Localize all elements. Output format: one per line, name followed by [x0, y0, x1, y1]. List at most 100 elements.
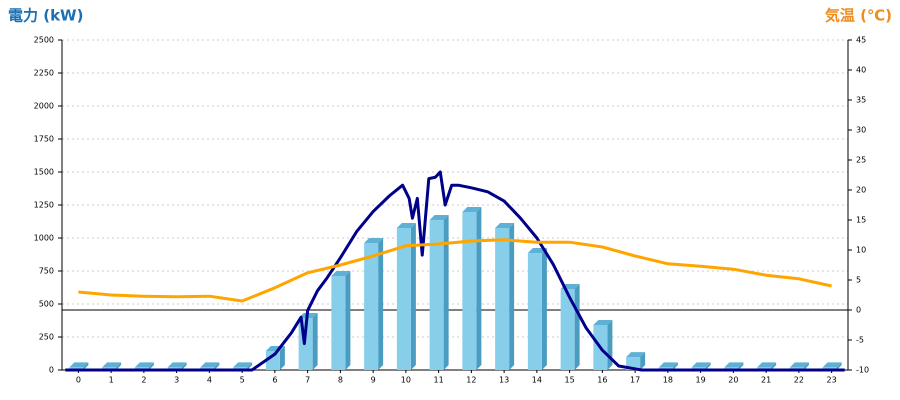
bar-side	[509, 222, 515, 370]
x-tick-label: 4	[207, 376, 212, 385]
x-tick-label: 8	[338, 376, 343, 385]
x-tick-label: 17	[630, 376, 640, 385]
bar	[560, 288, 575, 370]
bar-top	[462, 206, 482, 212]
y2-tick-label: 30	[856, 126, 866, 135]
y-tick-label: 1250	[34, 201, 54, 210]
bar-top	[69, 362, 89, 368]
bar-top	[102, 362, 122, 368]
bar-side	[771, 362, 777, 370]
y-tick-label: 2000	[34, 102, 54, 111]
x-tick-label: 1	[109, 376, 114, 385]
bar-side	[672, 362, 678, 370]
bar-side	[83, 362, 89, 370]
x-tick-label: 15	[565, 376, 575, 385]
x-tick-label: 2	[141, 376, 146, 385]
bar-side	[443, 215, 449, 370]
y-tick-label: 750	[39, 267, 54, 276]
y-tick-label: 2250	[34, 69, 54, 78]
y2-tick-label: 0	[856, 306, 861, 315]
bar-side	[410, 222, 416, 370]
bar-top	[233, 362, 253, 368]
bar-top	[331, 271, 351, 277]
bar-side	[345, 271, 351, 370]
bar-top	[822, 362, 842, 368]
x-tick-label: 13	[499, 376, 509, 385]
y2-axis-title: 気温 (℃)	[825, 7, 892, 25]
bar	[331, 276, 346, 370]
bar	[364, 243, 379, 370]
x-tick-label: 11	[434, 376, 444, 385]
x-tick-label: 16	[597, 376, 607, 385]
bar-side	[607, 319, 613, 370]
x-tick-label: 20	[728, 376, 738, 385]
y-tick-label: 1500	[34, 168, 54, 177]
bar-side	[312, 312, 318, 370]
bar-side	[640, 352, 646, 370]
y2-tick-label: 20	[856, 186, 866, 195]
y2-tick-label: -5	[856, 336, 864, 345]
bar-top	[789, 362, 809, 368]
bar	[396, 227, 411, 370]
y2-tick-label: 15	[856, 216, 866, 225]
bar-side	[803, 362, 809, 370]
bar	[265, 350, 280, 370]
line	[78, 238, 832, 303]
bar-top	[691, 362, 711, 368]
bar	[527, 253, 542, 370]
x-tick-label: 5	[240, 376, 245, 385]
bar-side	[148, 362, 154, 370]
bar-side	[378, 238, 384, 370]
bar	[429, 220, 444, 370]
bar-side	[247, 362, 253, 370]
bar	[495, 227, 510, 370]
bar-top	[429, 215, 449, 221]
bar-top	[658, 362, 678, 368]
bar-top	[396, 222, 416, 228]
x-tick-label: 18	[663, 376, 673, 385]
y2-tick-label: 35	[856, 96, 866, 105]
y-tick-label: 500	[39, 300, 54, 309]
y-tick-label: 250	[39, 333, 54, 342]
bar	[462, 211, 477, 370]
bar-top	[593, 319, 613, 325]
y2-tick-label: -10	[856, 366, 869, 375]
bar-side	[541, 248, 547, 370]
bar-side	[738, 362, 744, 370]
bar-top	[495, 222, 515, 228]
bar-side	[836, 362, 842, 370]
y2-tick-label: 10	[856, 246, 866, 255]
bar-side	[705, 362, 711, 370]
bar-side	[214, 362, 220, 370]
bar-side	[116, 362, 122, 370]
x-tick-label: 10	[401, 376, 411, 385]
bar-side	[574, 283, 580, 370]
y-tick-label: 2500	[34, 36, 54, 45]
y2-tick-label: 45	[856, 36, 866, 45]
bar-top	[364, 238, 384, 244]
y-tick-label: 0	[49, 366, 54, 375]
line	[65, 170, 845, 372]
x-tick-label: 12	[466, 376, 476, 385]
y2-tick-label: 5	[856, 276, 861, 285]
bar-side	[279, 345, 285, 370]
bar-top	[626, 352, 646, 358]
y2-tick-label: 40	[856, 66, 866, 75]
x-tick-label: 3	[174, 376, 179, 385]
x-tick-label: 0	[76, 376, 81, 385]
bar-side	[181, 362, 187, 370]
x-tick-label: 21	[761, 376, 771, 385]
bar-top	[200, 362, 220, 368]
y-tick-label: 1000	[34, 234, 54, 243]
y-tick-label: 1750	[34, 135, 54, 144]
bar-top	[134, 362, 154, 368]
bar-top	[724, 362, 744, 368]
x-tick-label: 7	[305, 376, 310, 385]
y2-tick-label: 25	[856, 156, 866, 165]
x-tick-label: 23	[827, 376, 837, 385]
x-tick-label: 14	[532, 376, 542, 385]
x-tick-label: 6	[272, 376, 277, 385]
x-tick-label: 22	[794, 376, 804, 385]
y-axis-title: 電力 (kW)	[8, 7, 83, 25]
